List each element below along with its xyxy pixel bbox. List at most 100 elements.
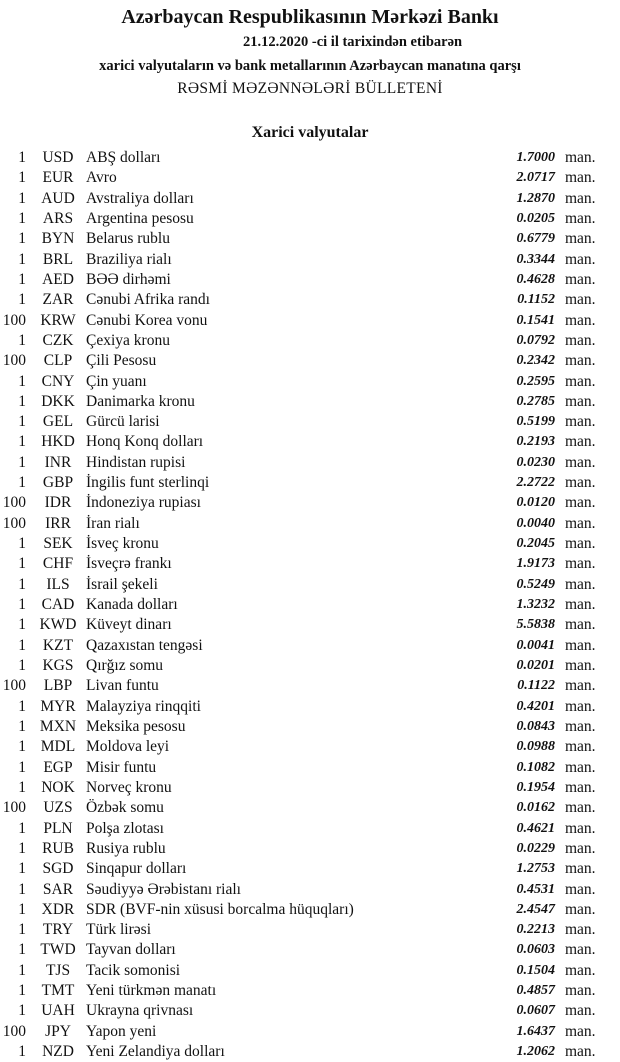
amount: 1	[18, 1002, 26, 1020]
currency-code: BRL	[42, 250, 74, 268]
exchange-rate: 0.4621	[516, 820, 556, 836]
rate-row: 100 JPY Yapon yeni 1.6437 man.	[0, 1022, 620, 1042]
currency-code: ZAR	[42, 291, 74, 309]
exchange-rate: 0.0988	[516, 739, 556, 755]
amount: 1	[18, 331, 26, 349]
unit-label: man.	[565, 1022, 596, 1040]
currency-code: IDR	[44, 494, 72, 512]
exchange-rate: 0.1954	[516, 779, 556, 795]
currency-code: HKD	[41, 433, 75, 451]
unit-label: man.	[565, 880, 596, 898]
exchange-rate: 0.3344	[516, 251, 556, 267]
currency-code: ILS	[46, 575, 70, 593]
rate-row: 1 KZT Qazaxıstan tengəsi 0.0041 man.	[0, 636, 620, 656]
currency-code: CLP	[43, 352, 73, 370]
amount: 1	[18, 961, 26, 979]
exchange-rate: 0.5249	[516, 576, 556, 592]
currency-code: KGS	[42, 657, 74, 674]
unit-label: man.	[565, 331, 596, 349]
unit-label: man.	[565, 535, 596, 553]
exchange-rate: 0.0041	[516, 637, 556, 653]
rate-row: 1 SAR Səudiyyə Ərəbistanı rialı 0.4531 man.	[0, 880, 620, 900]
currency-code: INR	[44, 453, 72, 471]
rate-row: 1 NZD Yeni Zelandiya dolları 1.2062 man.	[0, 1042, 620, 1062]
rate-row: 1 BRL Braziliya rialı 0.3344 man.	[0, 250, 620, 270]
unit-label: man.	[565, 636, 596, 654]
unit-label: man.	[565, 372, 596, 390]
currency-name: İngilis funt sterlinqi	[86, 474, 210, 492]
amount: 1	[18, 758, 26, 776]
amount: 100	[2, 514, 26, 532]
exchange-rate: 0.0230	[516, 454, 556, 470]
currency-code: CNY	[41, 372, 75, 390]
currency-name: Rusiya rublu	[86, 839, 166, 857]
amount: 100	[2, 799, 26, 817]
currency-name: Argentina pesosu	[86, 209, 194, 227]
rate-row: 1 XDR SDR (BVF-nin xüsusi borcalma hüquqla…	[0, 900, 620, 920]
amount: 1	[18, 535, 26, 553]
exchange-rate: 1.6437	[516, 1023, 556, 1039]
amount: 1	[18, 555, 26, 573]
currency-name: Özbək somu	[86, 799, 164, 817]
unit-label: man.	[565, 738, 596, 756]
exchange-rate: 0.0201	[516, 658, 556, 673]
amount: 1	[18, 433, 26, 451]
exchange-rate: 0.2213	[516, 922, 556, 938]
amount: 100	[2, 494, 26, 512]
currency-name: İran rialı	[86, 514, 140, 532]
exchange-rate: 0.4857	[516, 983, 556, 999]
unit-label: man.	[565, 311, 596, 329]
currency-name: Malayziya rinqqiti	[86, 697, 201, 715]
unit-label: man.	[565, 433, 596, 451]
rate-row: 1 ILS İsrail şekeli 0.5249 man.	[0, 575, 620, 595]
unit-label: man.	[565, 230, 596, 248]
rate-row: 1 DKK Danimarka kronu 0.2785 man.	[0, 392, 620, 412]
rate-row: 1 EGP Misir funtu 0.1082 man.	[0, 758, 620, 778]
rate-row: 100 IDR İndoneziya rupiası 0.0120 man.	[0, 493, 620, 513]
currency-name: Meksika pesosu	[86, 717, 186, 735]
unit-label: man.	[565, 352, 596, 370]
currency-code: KZT	[42, 636, 74, 654]
amount: 1	[18, 230, 26, 248]
amount: 100	[2, 1022, 26, 1040]
amount: 1	[18, 738, 26, 756]
unit-label: man.	[565, 860, 596, 878]
amount: 1	[18, 575, 26, 593]
rate-row: 1 HKD Honq Konq dolları 0.2193 man.	[0, 432, 620, 452]
exchange-rate: 0.2785	[516, 393, 556, 409]
amount: 1	[18, 880, 26, 898]
amount: 1	[18, 453, 26, 471]
currency-name: Tacik somonisi	[86, 961, 181, 979]
unit-label: man.	[565, 799, 596, 817]
rate-row: 1 CAD Kanada dolları 1.3232 man.	[0, 595, 620, 615]
rate-row: 100 IRR İran rialı 0.0040 man.	[0, 514, 620, 534]
amount: 100	[2, 677, 26, 695]
rate-row: 1 MDL Moldova leyi 0.0988 man.	[0, 737, 620, 757]
currency-name: Çin yuanı	[86, 372, 147, 390]
amount: 1	[18, 616, 26, 634]
currency-code: EGP	[43, 758, 73, 776]
currency-name: Yapon yeni	[86, 1022, 157, 1040]
unit-label: man.	[565, 819, 596, 837]
rate-row: 1 CHF İsveçrə frankı 1.9173 man.	[0, 554, 620, 574]
exchange-rate: 2.4547	[516, 901, 556, 917]
exchange-rate: 0.0162	[516, 800, 556, 816]
bank-title: Azərbaycan Respublikasının Mərkəzi Bankı	[121, 6, 499, 28]
currency-name: Hindistan rupisi	[86, 453, 186, 471]
currency-name: Moldova leyi	[86, 738, 170, 756]
rate-row: 1 INR Hindistan rupisi 0.0230 man.	[0, 453, 620, 473]
amount: 1	[18, 657, 26, 674]
unit-label: man.	[565, 778, 596, 796]
rate-row: 1 RUB Rusiya rublu 0.0229 man.	[0, 839, 620, 859]
currency-name: Honq Konq dolları	[86, 433, 204, 451]
currency-code: BYN	[41, 230, 75, 248]
unit-label: man.	[565, 657, 596, 674]
currency-code: AED	[42, 270, 74, 288]
unit-label: man.	[565, 270, 596, 288]
currency-name: Çexiya kronu	[86, 331, 170, 349]
unit-label: man.	[565, 921, 596, 939]
currency-name: Türk lirəsi	[86, 921, 151, 939]
currency-code: SEK	[43, 535, 73, 553]
currency-name: Çili Pesosu	[86, 352, 157, 370]
rate-row: 100 UZS Özbək somu 0.0162 man.	[0, 798, 620, 818]
